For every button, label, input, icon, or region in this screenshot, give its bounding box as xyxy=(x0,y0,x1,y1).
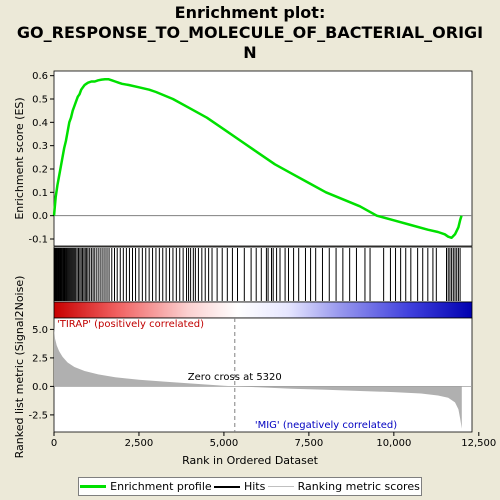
x-tick-label: 7,500 xyxy=(295,438,324,449)
title-line-3: N xyxy=(243,43,257,62)
es-panel xyxy=(52,70,473,247)
hits-plot-area xyxy=(53,246,473,303)
metric-tick-label: -2.5 xyxy=(28,410,48,421)
positive-correlation-label: 'TIRAP' (positively correlated) xyxy=(57,319,204,330)
x-tick-label: 5,000 xyxy=(210,438,239,449)
es-tick-label: 0.5 xyxy=(32,95,48,106)
legend-item-enrichment: Enrichment profile xyxy=(80,480,212,493)
es-tick-label: 0.4 xyxy=(32,118,48,129)
heat-panel xyxy=(53,301,473,319)
x-tick-label: 12,500 xyxy=(461,438,496,449)
es-tick-label: -0.1 xyxy=(28,235,48,246)
es-tick-label: 0.3 xyxy=(32,141,48,152)
metric-axis-label: Ranked list metric (Signal2Noise) xyxy=(13,276,26,459)
es-plot-area xyxy=(53,70,473,247)
title-line-2: GO_RESPONSE_TO_MOLECULE_OF_BACTERIAL_ORI… xyxy=(16,23,484,42)
metric-panel: Zero cross at 5320 'TIRAP' (positively co… xyxy=(53,317,473,433)
plot-title: Enrichment plot: GO_RESPONSE_TO_MOLECULE… xyxy=(0,3,500,63)
legend: Enrichment profile Hits Ranking metric s… xyxy=(78,477,422,496)
legend-swatch-hits xyxy=(213,485,240,488)
es-tick-label: 0.6 xyxy=(32,71,48,82)
es-tick-label: 0.0 xyxy=(32,211,48,222)
x-tick-label: 2,500 xyxy=(125,438,154,449)
axes: 0.6 0.5 0.4 0.3 0.2 0.1 0.0 -0.1 5.0 2.5 0.0 -2.5 0 2… xyxy=(13,71,496,467)
heat-strip xyxy=(53,301,473,319)
legend-swatch-enrichment xyxy=(80,485,107,488)
zero-cross-label: Zero cross at 5320 xyxy=(188,372,282,383)
title-line-1: Enrichment plot: xyxy=(174,3,326,22)
es-tick-label: 0.2 xyxy=(32,165,48,176)
x-axis-label: Rank in Ordered Dataset xyxy=(182,454,319,467)
legend-swatch-metric xyxy=(267,486,294,487)
legend-label-enrichment: Enrichment profile xyxy=(110,480,212,493)
legend-label-metric: Ranking metric scores xyxy=(297,480,420,493)
metric-tick-label: 5.0 xyxy=(32,325,48,336)
legend-item-hits: Hits xyxy=(213,480,266,493)
metric-tick-label: 2.5 xyxy=(32,353,48,364)
x-tick-label: 0 xyxy=(51,438,57,449)
es-axis-label: Enrichment score (ES) xyxy=(13,97,26,219)
x-tick-label: 10,000 xyxy=(376,438,411,449)
hits-panel xyxy=(53,246,473,303)
legend-item-metric: Ranking metric scores xyxy=(267,480,420,493)
metric-tick-label: 0.0 xyxy=(32,382,48,393)
es-tick-label: 0.1 xyxy=(32,188,48,199)
enrichment-profile-line xyxy=(52,77,463,240)
metric-plot-area xyxy=(53,317,473,433)
legend-label-hits: Hits xyxy=(243,480,266,493)
negative-correlation-label: 'MIG' (negatively correlated) xyxy=(255,420,397,431)
